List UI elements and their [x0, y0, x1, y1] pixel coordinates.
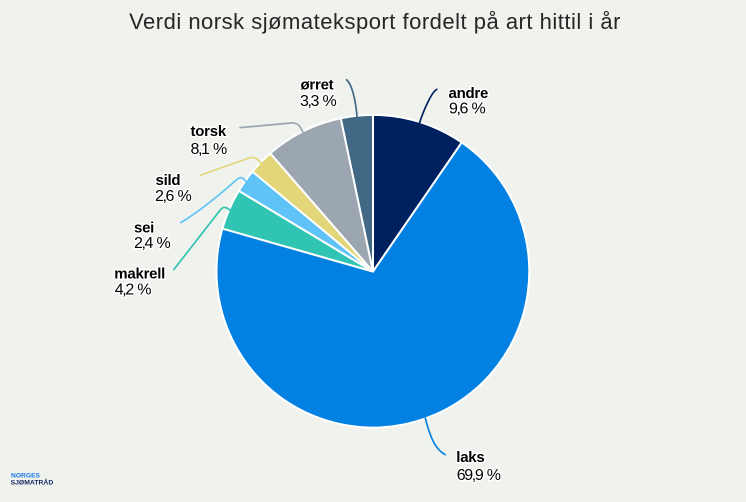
- svg-text:2,6 %: 2,6 %: [155, 188, 191, 205]
- svg-text:laks: laks: [456, 449, 484, 466]
- svg-text:2,4 %: 2,4 %: [134, 235, 170, 252]
- svg-text:sild: sild: [156, 172, 181, 189]
- svg-text:makrell: makrell: [114, 265, 165, 282]
- svg-text:andre: andre: [449, 85, 489, 102]
- svg-text:SJØMATRÅD: SJØMATRÅD: [11, 480, 54, 487]
- svg-text:ørret: ørret: [301, 77, 334, 94]
- svg-text:Verdi norsk sjømateksport ford: Verdi norsk sjømateksport fordelt på art…: [129, 9, 621, 34]
- svg-text:torsk: torsk: [191, 123, 227, 140]
- svg-text:9,6 %: 9,6 %: [449, 101, 485, 118]
- svg-text:4,2 %: 4,2 %: [115, 281, 151, 298]
- svg-text:3,3 %: 3,3 %: [300, 93, 336, 110]
- svg-text:8,1 %: 8,1 %: [191, 141, 227, 158]
- svg-text:NORGES: NORGES: [11, 473, 40, 480]
- svg-text:69,9 %: 69,9 %: [457, 467, 501, 484]
- svg-text:sei: sei: [134, 219, 154, 236]
